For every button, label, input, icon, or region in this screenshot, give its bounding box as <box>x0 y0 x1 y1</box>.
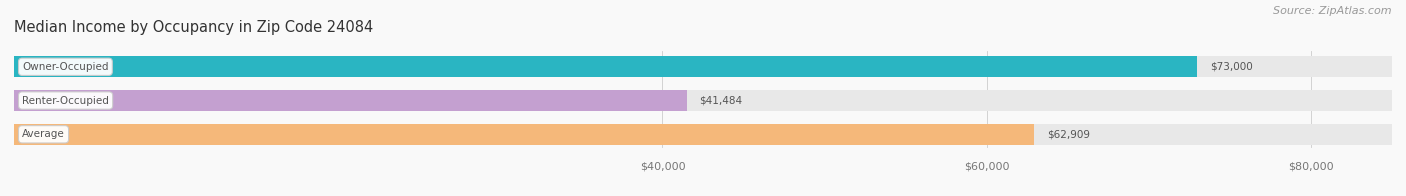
Bar <box>14 124 1392 145</box>
Text: Renter-Occupied: Renter-Occupied <box>22 95 110 105</box>
Text: Owner-Occupied: Owner-Occupied <box>22 62 108 72</box>
Bar <box>14 124 1033 145</box>
Text: $73,000: $73,000 <box>1211 62 1253 72</box>
Text: Source: ZipAtlas.com: Source: ZipAtlas.com <box>1274 6 1392 16</box>
Text: $41,484: $41,484 <box>700 95 742 105</box>
Bar <box>14 56 1198 77</box>
Bar <box>14 90 1392 111</box>
Text: Median Income by Occupancy in Zip Code 24084: Median Income by Occupancy in Zip Code 2… <box>14 20 374 35</box>
Bar <box>14 90 686 111</box>
Text: $62,909: $62,909 <box>1047 129 1090 139</box>
Text: Average: Average <box>22 129 65 139</box>
Bar <box>14 56 1392 77</box>
